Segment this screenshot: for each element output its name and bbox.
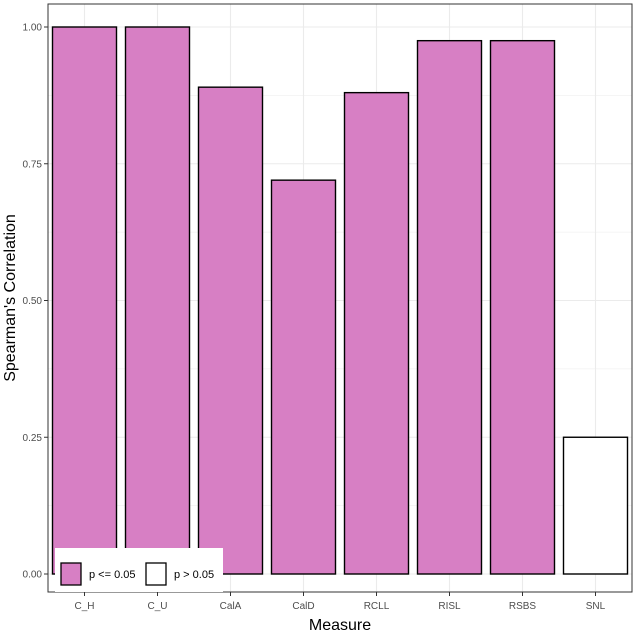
panel-border	[47, 3, 633, 593]
y-tick-label: 1.00	[23, 23, 43, 34]
bar-snl	[562, 436, 629, 575]
y-axis-ticks: 0.00 0.25 0.50 0.75 1.00	[23, 23, 48, 581]
y-tick-label: 0.75	[23, 159, 43, 170]
y-tick-label: 0.00	[23, 570, 43, 581]
bar-c-h	[51, 26, 118, 575]
bar-rcll	[343, 91, 410, 575]
x-axis-title: Measure	[309, 617, 371, 634]
x-tick-label: CalA	[220, 601, 242, 612]
x-tick-label: RISL	[438, 601, 461, 612]
x-tick-label: RSBS	[509, 601, 537, 612]
bar-cala	[197, 86, 264, 575]
legend-key	[60, 562, 82, 586]
x-tick-label: SNL	[586, 601, 606, 612]
bar-rsbs	[489, 39, 556, 575]
bar-c-u	[124, 26, 191, 575]
legend-background	[55, 548, 223, 592]
bars	[51, 26, 629, 575]
x-tick-label: CalD	[292, 601, 314, 612]
y-tick-label: 0.50	[23, 296, 43, 307]
x-tick-label: C_H	[74, 601, 94, 612]
bar-cald	[270, 179, 337, 575]
bar-risl	[416, 39, 483, 575]
y-tick-label: 0.25	[23, 433, 43, 444]
y-axis-title: Spearman's Correlation	[2, 214, 19, 382]
x-tick-label: RCLL	[364, 601, 390, 612]
legend-label: p > 0.05	[174, 569, 214, 581]
x-axis-ticks: C_H C_U CalA CalD RCLL RISL RSBS SNL	[74, 592, 606, 612]
legend: p <= 0.05 p > 0.05	[55, 548, 223, 592]
legend-key	[145, 562, 167, 586]
legend-label: p <= 0.05	[89, 569, 136, 581]
x-tick-label: C_U	[147, 601, 167, 612]
